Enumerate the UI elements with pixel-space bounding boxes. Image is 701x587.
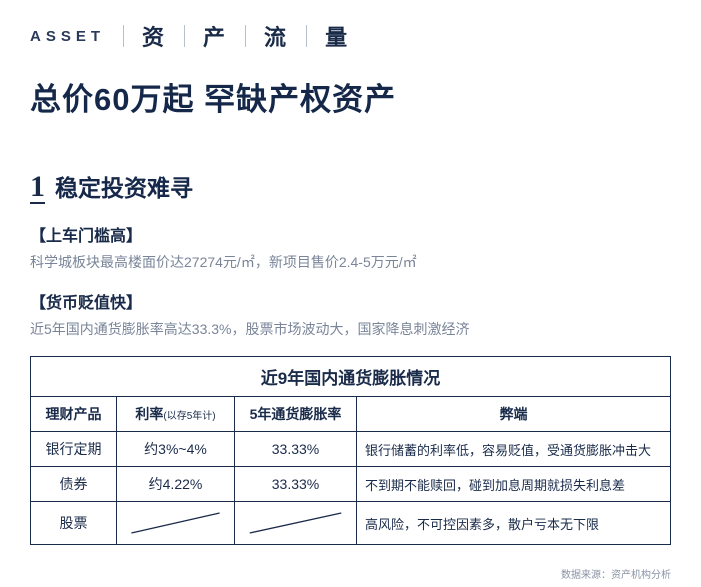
col-header-product: 理财产品 (31, 397, 117, 432)
cell-inflation: 33.33% (235, 432, 357, 467)
col-header-rate-note: (以存5年计) (163, 411, 215, 422)
main-title: 总价60万起 罕缺产权资产 (30, 74, 671, 119)
cell-inflation: 33.33% (235, 467, 357, 502)
table-title-row: 近9年国内通货膨胀情况 (31, 357, 671, 397)
data-source-note: 数据来源：资产机构分析 (561, 566, 671, 581)
sub-title: 【货币贬值快】 (30, 289, 671, 313)
divider (306, 25, 307, 47)
cell-rate-diagonal (117, 502, 235, 545)
asset-english-label: ASSET (30, 28, 105, 45)
cell-drawback: 不到期不能赎回，碰到加息周期就损失利息差 (357, 467, 671, 502)
section-1-heading: 1 稳定投资难寻 (30, 169, 671, 204)
section-number: 1 (30, 172, 45, 204)
header-row: ASSET 资 产 流 量 (30, 20, 671, 52)
sub-title: 【上车门槛高】 (30, 222, 671, 246)
sub-block-devaluation: 【货币贬值快】 近5年国内通货膨胀率高达33.3%，股票市场波动大，国家降息刺激… (30, 289, 671, 340)
cell-inflation-diagonal (235, 502, 357, 545)
table-row: 债券 约4.22% 33.33% 不到期不能赎回，碰到加息周期就损失利息差 (31, 467, 671, 502)
col-header-rate: 利率(以存5年计) (117, 397, 235, 432)
cell-product: 债券 (31, 467, 117, 502)
col-header-inflation: 5年通货膨胀率 (235, 397, 357, 432)
cell-rate: 约4.22% (117, 467, 235, 502)
cell-rate: 约3%~4% (117, 432, 235, 467)
diagonal-slash-icon (123, 509, 228, 537)
table-header-row: 理财产品 利率(以存5年计) 5年通货膨胀率 弊端 (31, 397, 671, 432)
cell-product: 银行定期 (31, 432, 117, 467)
asset-cn-char-1: 资 (142, 20, 166, 52)
divider (184, 25, 185, 47)
inflation-table: 近9年国内通货膨胀情况 理财产品 利率(以存5年计) 5年通货膨胀率 弊端 银行… (30, 356, 671, 545)
divider (123, 25, 124, 47)
cell-drawback: 高风险，不可控因素多，散户亏本无下限 (357, 502, 671, 545)
divider (245, 25, 246, 47)
col-header-drawback: 弊端 (357, 397, 671, 432)
table-row: 银行定期 约3%~4% 33.33% 银行储蓄的利率低，容易贬值，受通货膨胀冲击… (31, 432, 671, 467)
table-title: 近9年国内通货膨胀情况 (31, 357, 671, 397)
asset-cn-char-3: 流 (264, 20, 288, 52)
asset-cn-char-2: 产 (203, 20, 227, 52)
sub-desc: 科学城板块最高楼面价达27274元/㎡，新项目售价2.4-5万元/㎡ (30, 252, 671, 273)
cell-product: 股票 (31, 502, 117, 545)
asset-cn-char-4: 量 (325, 20, 349, 52)
table-row: 股票 高风险，不可控因素多，散户亏本无下限 (31, 502, 671, 545)
cell-drawback: 银行储蓄的利率低，容易贬值，受通货膨胀冲击大 (357, 432, 671, 467)
sub-block-threshold: 【上车门槛高】 科学城板块最高楼面价达27274元/㎡，新项目售价2.4-5万元… (30, 222, 671, 273)
sub-desc: 近5年国内通货膨胀率高达33.3%，股票市场波动大，国家降息刺激经济 (30, 319, 671, 340)
col-header-rate-text: 利率 (135, 406, 163, 422)
section-title: 稳定投资难寻 (55, 169, 193, 203)
diagonal-slash-icon (241, 509, 350, 537)
